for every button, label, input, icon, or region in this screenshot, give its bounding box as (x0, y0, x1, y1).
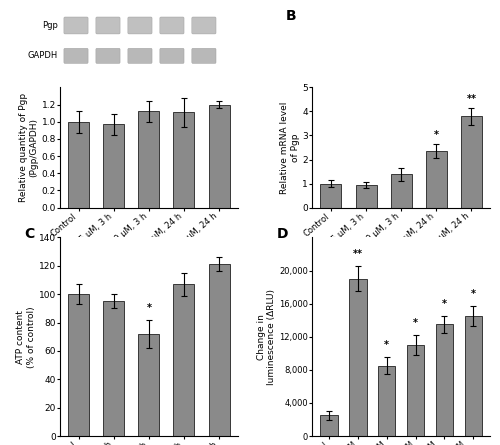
Text: *: * (442, 299, 447, 309)
Bar (174, 284, 195, 436)
Text: *: * (146, 303, 152, 313)
FancyBboxPatch shape (160, 49, 184, 63)
FancyBboxPatch shape (192, 17, 216, 34)
Bar (436, 324, 453, 436)
Y-axis label: Relative quantity of Pgp
(Pgp/GAPDH): Relative quantity of Pgp (Pgp/GAPDH) (20, 93, 38, 202)
Text: *: * (413, 318, 418, 328)
Bar (208, 105, 230, 208)
FancyBboxPatch shape (128, 17, 152, 34)
Y-axis label: ATP content
(% of control): ATP content (% of control) (16, 306, 36, 368)
Text: B: B (286, 9, 296, 23)
Bar (378, 366, 396, 436)
FancyBboxPatch shape (96, 49, 120, 63)
Text: C: C (24, 227, 34, 242)
Bar (464, 316, 482, 436)
Bar (390, 174, 411, 208)
Text: Pgp: Pgp (42, 21, 58, 30)
Bar (320, 415, 338, 436)
Text: *: * (434, 129, 439, 140)
Bar (103, 301, 124, 436)
FancyBboxPatch shape (128, 49, 152, 63)
FancyBboxPatch shape (64, 49, 88, 63)
Y-axis label: Relative mRNA level
of Pgp: Relative mRNA level of Pgp (280, 101, 299, 194)
Y-axis label: Change in
luminescence (ΔRLU): Change in luminescence (ΔRLU) (257, 289, 276, 385)
Bar (356, 185, 376, 208)
Text: Brij-S20: Brij-S20 (148, 286, 188, 295)
FancyBboxPatch shape (64, 17, 88, 34)
Bar (349, 279, 366, 436)
Bar (138, 111, 160, 208)
Bar (68, 122, 89, 208)
Bar (103, 124, 124, 208)
Text: Brij-S20: Brij-S20 (400, 286, 440, 295)
FancyBboxPatch shape (192, 49, 216, 63)
Text: *: * (471, 289, 476, 299)
Text: **: ** (353, 250, 363, 259)
Text: D: D (277, 227, 288, 242)
FancyBboxPatch shape (160, 17, 184, 34)
Bar (68, 294, 89, 436)
Bar (407, 345, 424, 436)
Text: **: ** (466, 93, 476, 104)
Bar (320, 183, 342, 208)
Bar (461, 116, 482, 208)
Text: *: * (384, 340, 389, 351)
Text: GAPDH: GAPDH (28, 51, 58, 60)
Bar (426, 151, 447, 208)
FancyBboxPatch shape (96, 17, 120, 34)
Bar (208, 264, 230, 436)
Bar (138, 334, 160, 436)
Bar (174, 112, 195, 208)
